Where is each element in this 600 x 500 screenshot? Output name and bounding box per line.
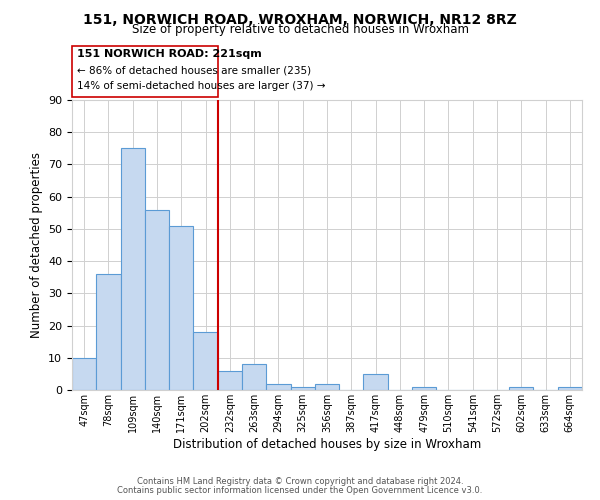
Text: Size of property relative to detached houses in Wroxham: Size of property relative to detached ho… [131, 24, 469, 36]
Text: Contains public sector information licensed under the Open Government Licence v3: Contains public sector information licen… [118, 486, 482, 495]
Bar [266, 384, 290, 390]
Bar [96, 274, 121, 390]
Bar [121, 148, 145, 390]
Bar [242, 364, 266, 390]
Bar [412, 387, 436, 390]
Text: 14% of semi-detached houses are larger (37) →: 14% of semi-detached houses are larger (… [77, 81, 326, 91]
Bar [290, 387, 315, 390]
Text: 151 NORWICH ROAD: 221sqm: 151 NORWICH ROAD: 221sqm [77, 50, 262, 59]
Text: Contains HM Land Registry data © Crown copyright and database right 2024.: Contains HM Land Registry data © Crown c… [137, 477, 463, 486]
Y-axis label: Number of detached properties: Number of detached properties [29, 152, 43, 338]
X-axis label: Distribution of detached houses by size in Wroxham: Distribution of detached houses by size … [173, 438, 481, 451]
Bar [315, 384, 339, 390]
Text: ← 86% of detached houses are smaller (235): ← 86% of detached houses are smaller (23… [77, 65, 311, 75]
Bar [193, 332, 218, 390]
Bar [145, 210, 169, 390]
FancyBboxPatch shape [72, 46, 218, 97]
Bar [364, 374, 388, 390]
Bar [72, 358, 96, 390]
Bar [169, 226, 193, 390]
Text: 151, NORWICH ROAD, WROXHAM, NORWICH, NR12 8RZ: 151, NORWICH ROAD, WROXHAM, NORWICH, NR1… [83, 12, 517, 26]
Bar [509, 387, 533, 390]
Bar [558, 387, 582, 390]
Bar [218, 370, 242, 390]
